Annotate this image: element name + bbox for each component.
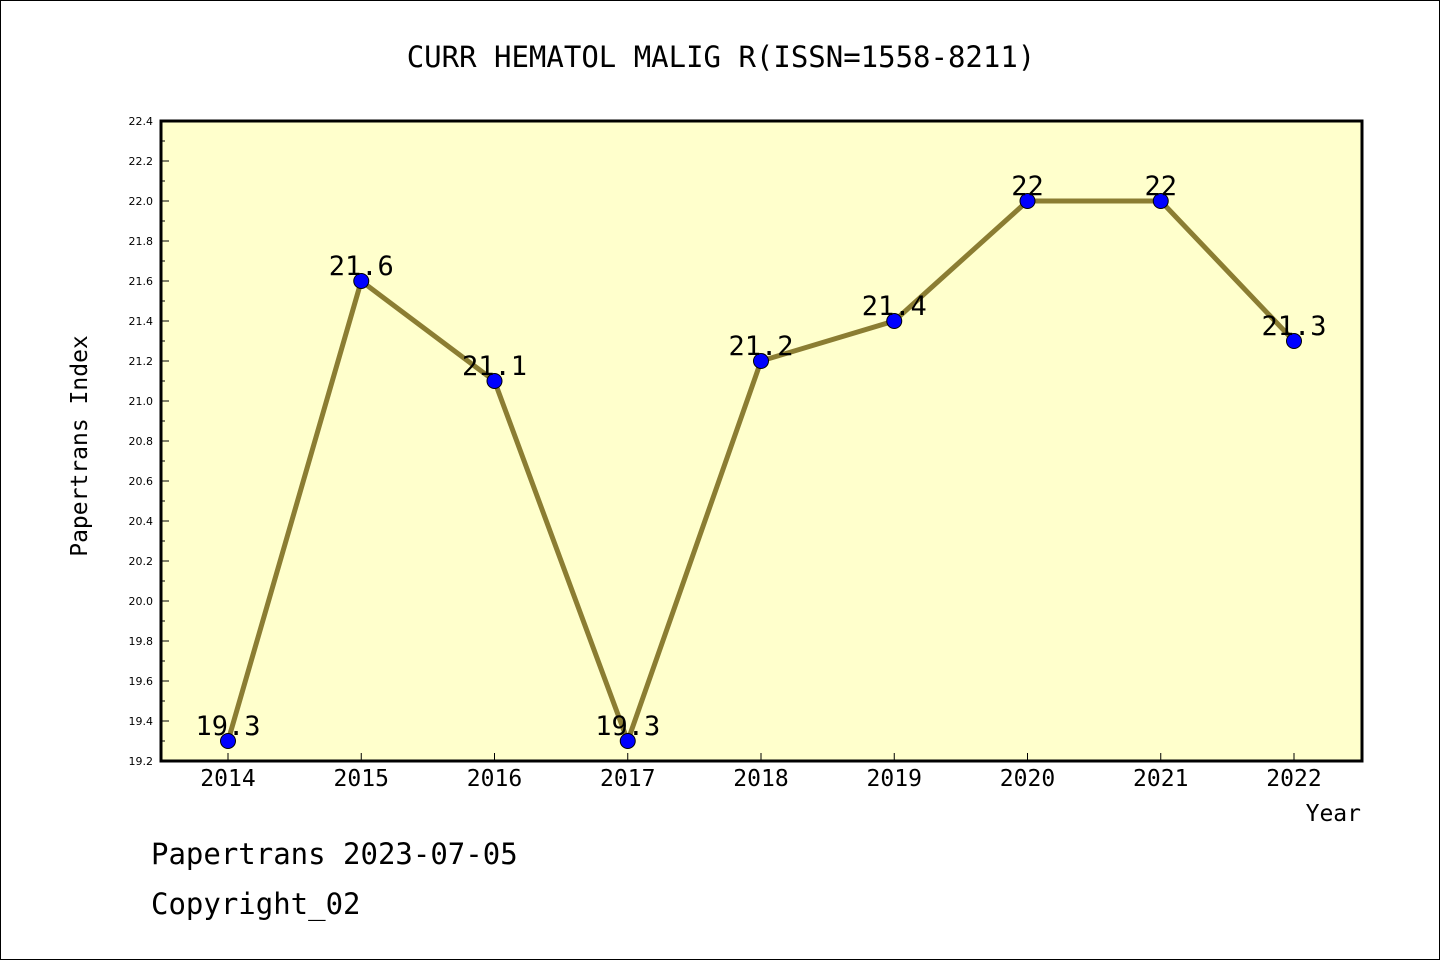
y-tick-label: 22.2 bbox=[129, 155, 154, 168]
x-tick-label: 2020 bbox=[1000, 766, 1055, 792]
data-label: 22 bbox=[1144, 171, 1177, 202]
x-tick-label: 2015 bbox=[334, 766, 389, 792]
y-tick-label: 20.2 bbox=[129, 555, 154, 568]
y-tick-label: 20.6 bbox=[129, 475, 154, 488]
y-tick-label: 19.6 bbox=[129, 675, 154, 688]
data-point bbox=[220, 733, 236, 749]
x-tick-label: 2017 bbox=[600, 766, 655, 792]
series-group: 19.3 21.6 21.1 19.3 21.2 21.4 22 22 21.3 bbox=[195, 171, 1327, 749]
footer-copyright: Copyright_02 bbox=[151, 887, 361, 921]
data-label: 21.6 bbox=[329, 251, 394, 282]
y-tick-label: 20.0 bbox=[129, 595, 154, 608]
y-axis: 19.2 19.4 19.6 19.8 20.0 20.2 20.4 20.6 20.8 21.0… bbox=[129, 115, 169, 768]
data-point bbox=[486, 373, 503, 389]
data-label: 22 bbox=[1011, 171, 1044, 202]
x-tick-label: 2018 bbox=[733, 766, 788, 792]
y-tick-label: 22.4 bbox=[129, 115, 154, 128]
data-label: 21.1 bbox=[462, 351, 527, 382]
data-label: 21.2 bbox=[728, 331, 793, 362]
y-tick-label: 20.4 bbox=[129, 515, 154, 528]
data-label: 19.3 bbox=[195, 711, 260, 742]
y-tick-label: 19.8 bbox=[129, 635, 154, 648]
y-axis-label: Papertrans Index bbox=[67, 335, 93, 557]
x-tick-label: 2019 bbox=[867, 766, 922, 792]
y-tick-label: 19.4 bbox=[129, 715, 154, 728]
x-tick-label: 2016 bbox=[467, 766, 522, 792]
x-tick-label: 2021 bbox=[1133, 766, 1188, 792]
data-label: 21.3 bbox=[1261, 311, 1326, 342]
x-axis-label: Year bbox=[1306, 801, 1361, 827]
y-tick-label: 20.8 bbox=[129, 435, 154, 448]
data-point bbox=[353, 273, 370, 289]
data-point bbox=[1019, 193, 1036, 209]
plot-area bbox=[159, 119, 1364, 763]
y-tick-label: 21.6 bbox=[129, 275, 154, 288]
y-tick-label: 21.2 bbox=[129, 355, 154, 368]
x-axis: 2014 2015 2016 2017 2018 2019 2020 2021 2022 bbox=[200, 753, 1322, 792]
data-label: 19.3 bbox=[595, 711, 660, 742]
y-tick-label: 21.0 bbox=[129, 395, 154, 408]
data-point bbox=[619, 733, 636, 749]
data-point bbox=[1152, 193, 1169, 209]
chart-title: CURR HEMATOL MALIG R(ISSN=1558-8211) bbox=[407, 40, 1036, 74]
x-tick-label: 2022 bbox=[1266, 766, 1321, 792]
y-tick-label: 22.0 bbox=[129, 195, 154, 208]
data-point bbox=[886, 313, 903, 329]
footer-date: Papertrans 2023-07-05 bbox=[151, 837, 518, 871]
y-tick-label: 19.2 bbox=[129, 755, 154, 768]
y-tick-label: 21.8 bbox=[129, 235, 154, 248]
x-tick-label: 2014 bbox=[200, 766, 255, 792]
data-point bbox=[1286, 333, 1302, 349]
y-tick-label: 21.4 bbox=[129, 315, 154, 328]
data-point bbox=[753, 353, 769, 369]
data-label: 21.4 bbox=[862, 291, 927, 322]
